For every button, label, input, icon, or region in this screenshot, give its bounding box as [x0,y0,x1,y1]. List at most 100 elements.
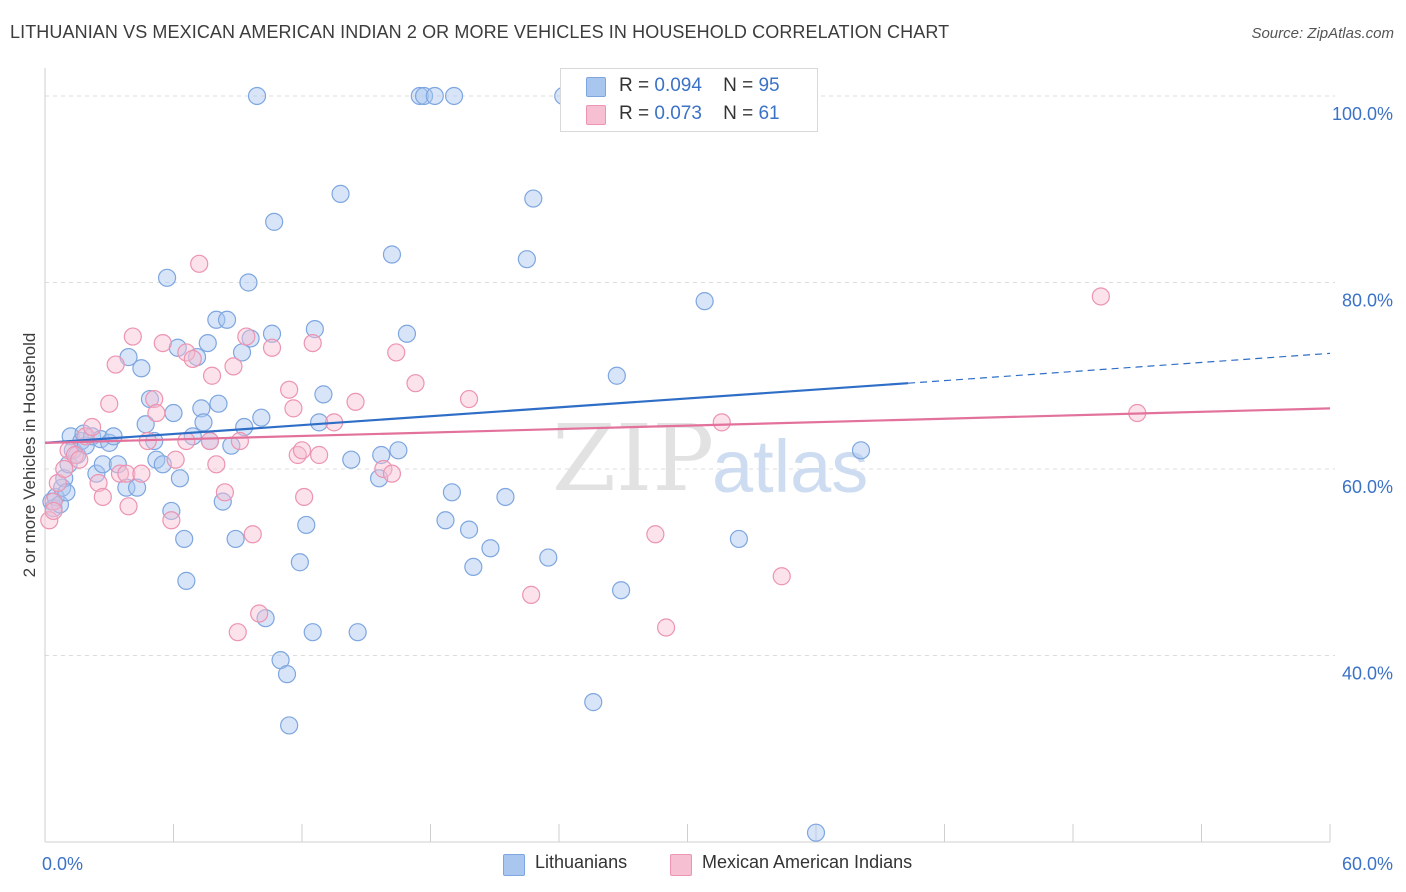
legend-n-label: N = [723,75,754,96]
legend-r-value-lithuanians: 0.094 [654,75,702,96]
data-point [481,539,500,558]
data-point [224,357,243,376]
data-point [314,385,333,404]
trend-line-lithuanians [44,382,909,444]
legend-r-value-mexican-american-indians: 0.073 [654,103,702,124]
legend-swatch-lithuanians [586,77,606,97]
data-point [303,333,322,353]
source-credit: Source: ZipAtlas.com [1251,25,1394,42]
data-point [217,310,237,329]
series-mexican-american-indians [40,254,1147,642]
legend-swatch-mexican-american-indians [670,854,692,876]
data-point [1091,287,1110,306]
watermark-zip: ZIP [552,405,714,512]
data-point [230,431,249,451]
y-tick-label: 40.0% [1342,663,1393,683]
data-point [459,520,479,539]
data-point [442,483,462,502]
data-point [712,413,731,432]
data-point [239,273,258,292]
data-point [123,327,142,346]
data-point [397,324,417,343]
data-point [607,366,626,385]
watermark-atlas: atlas [712,425,868,508]
data-point [414,86,434,106]
data-point [226,529,245,549]
data-point [290,553,309,572]
data-point [459,389,479,409]
data-point [410,86,429,106]
data-point [153,333,172,353]
stats-legend: R = 0.094 N = 95 R = 0.073 N = 61 [560,68,818,132]
y-tick-label: 80.0% [1342,290,1393,310]
data-point [851,441,871,460]
data-point [44,492,63,511]
data-point [93,487,112,507]
data-point [265,212,284,231]
x-tick-label: 0.0% [42,854,83,874]
data-point [303,623,322,642]
data-point [215,483,234,502]
data-point [436,511,455,530]
data-point [194,413,213,432]
data-point [695,292,714,311]
data-point [83,417,102,437]
data-point [374,459,393,479]
data-point [200,431,220,451]
trend-line-mexican-american-indians [44,407,1331,444]
data-point [166,450,185,469]
data-point [496,487,515,507]
legend-r-label: R = [619,103,650,124]
data-point [106,355,125,374]
data-point [584,693,603,712]
data-point [444,86,464,106]
data-point [40,511,59,530]
data-point [297,515,316,535]
data-point [382,245,402,264]
data-point [89,473,108,493]
data-point [202,366,222,385]
data-point [292,441,312,460]
data-point [646,525,665,544]
data-point [175,529,194,549]
data-point [310,445,329,465]
data-point [382,464,402,483]
data-point [539,548,558,567]
data-point [243,525,262,544]
data-point [806,823,826,842]
data-point [70,450,89,469]
data-point [132,464,151,483]
data-point [612,581,631,600]
legend-label-lithuanians: Lithuanians [535,852,628,872]
data-point [100,394,119,413]
x-tick-label: 60.0% [1342,854,1393,874]
data-point [295,487,314,507]
gridlines [45,95,1335,656]
data-point [250,604,269,623]
data-point [207,310,226,329]
data-point [522,585,541,604]
trend-line-lithuanians-extension [908,352,1331,384]
data-point [162,511,181,530]
data-point [277,665,297,684]
data-point [262,324,282,343]
data-point [104,427,123,446]
legend-swatch-lithuanians [503,854,525,876]
data-point [280,380,299,399]
data-point [209,394,228,413]
tick-labels: 100.0% 80.0% 60.0% 40.0% 0.0% 60.0% [42,104,1393,874]
data-point [331,184,350,203]
data-point [280,716,299,735]
data-point [93,455,112,474]
data-point [656,618,676,637]
data-point [170,469,190,488]
data-point [147,403,166,423]
data-point [252,408,271,427]
data-point [517,250,536,269]
data-point [387,343,406,362]
data-point [305,320,324,339]
data-point [177,571,196,590]
axes [44,68,1331,843]
data-point [192,399,211,418]
data-point [389,441,408,460]
